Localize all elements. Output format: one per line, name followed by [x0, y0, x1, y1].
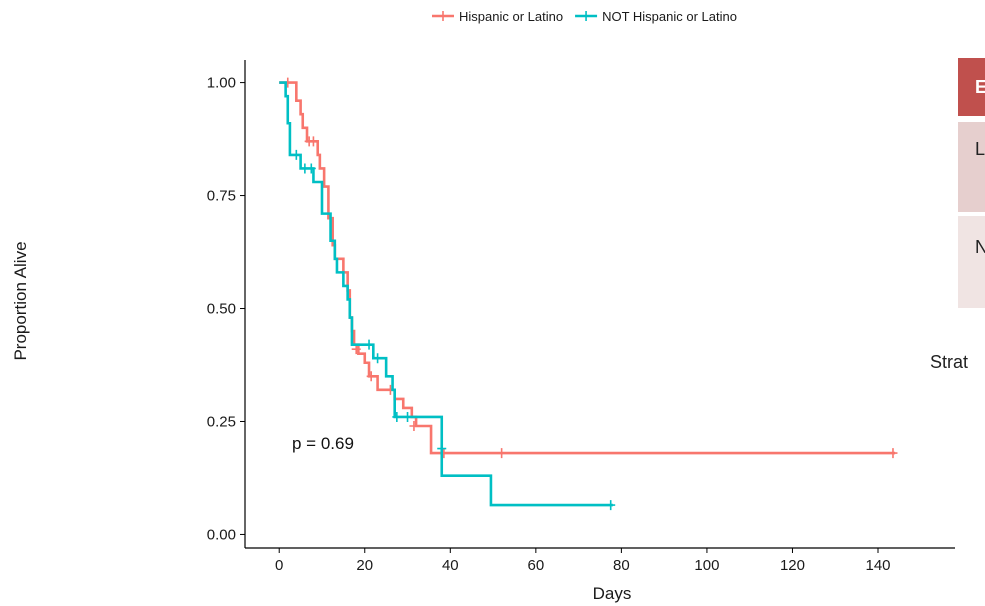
x-tick-label: 60 [527, 557, 544, 574]
overlay-table-row-2 [958, 216, 985, 308]
censor-mark [392, 411, 402, 422]
x-tick-label: 80 [613, 557, 630, 574]
x-axis-title: Days [593, 584, 632, 603]
overlay-table-row-1-text: L [975, 139, 985, 159]
x-tick-label: 20 [356, 557, 373, 574]
overlay-table: E L N Strat [930, 58, 985, 372]
censor-mark [366, 371, 376, 382]
series-line [279, 81, 896, 455]
series-2 [279, 81, 616, 511]
x-tick-label: 100 [694, 557, 719, 574]
censor-mark [606, 500, 616, 511]
censor-mark [308, 136, 318, 147]
overlay-table-row-1 [958, 122, 985, 212]
censor-mark [306, 163, 316, 174]
x-tick-label: 40 [442, 557, 459, 574]
overlay-table-row-2-text: N [975, 237, 985, 257]
censor-mark [437, 443, 447, 454]
censor-mark [364, 339, 374, 350]
survival-curves [279, 77, 898, 511]
legend: Hispanic or Latino NOT Hispanic or Latino [432, 9, 737, 24]
censor-mark [888, 448, 898, 459]
y-tick-label: 0.50 [207, 301, 236, 318]
y-tick-label: 0.00 [207, 526, 236, 543]
y-tick-label: 1.00 [207, 75, 236, 92]
series-1 [279, 77, 898, 459]
censor-mark [497, 448, 507, 459]
p-value-annotation: p = 0.69 [292, 434, 354, 453]
overlay-table-header-text: E [975, 77, 985, 97]
axes: 0.00 0.25 0.50 0.75 1.00 0 20 40 60 80 100 120 140 [207, 60, 955, 574]
y-tick-label: 0.75 [207, 188, 236, 205]
legend-label: Hispanic or Latino [459, 9, 563, 24]
overlay-strata-text: Strat [930, 352, 968, 372]
x-tick-label: 0 [275, 557, 283, 574]
x-tick-label: 140 [865, 557, 890, 574]
legend-label: NOT Hispanic or Latino [602, 9, 737, 24]
censor-mark [403, 411, 413, 422]
overlay-table-header [958, 58, 985, 116]
censor-mark [373, 353, 383, 364]
y-axis-title: Proportion Alive [11, 241, 30, 360]
censor-mark [291, 149, 301, 160]
y-tick-label: 0.25 [207, 413, 236, 430]
x-tick-label: 120 [780, 557, 805, 574]
censor-mark [409, 421, 419, 431]
